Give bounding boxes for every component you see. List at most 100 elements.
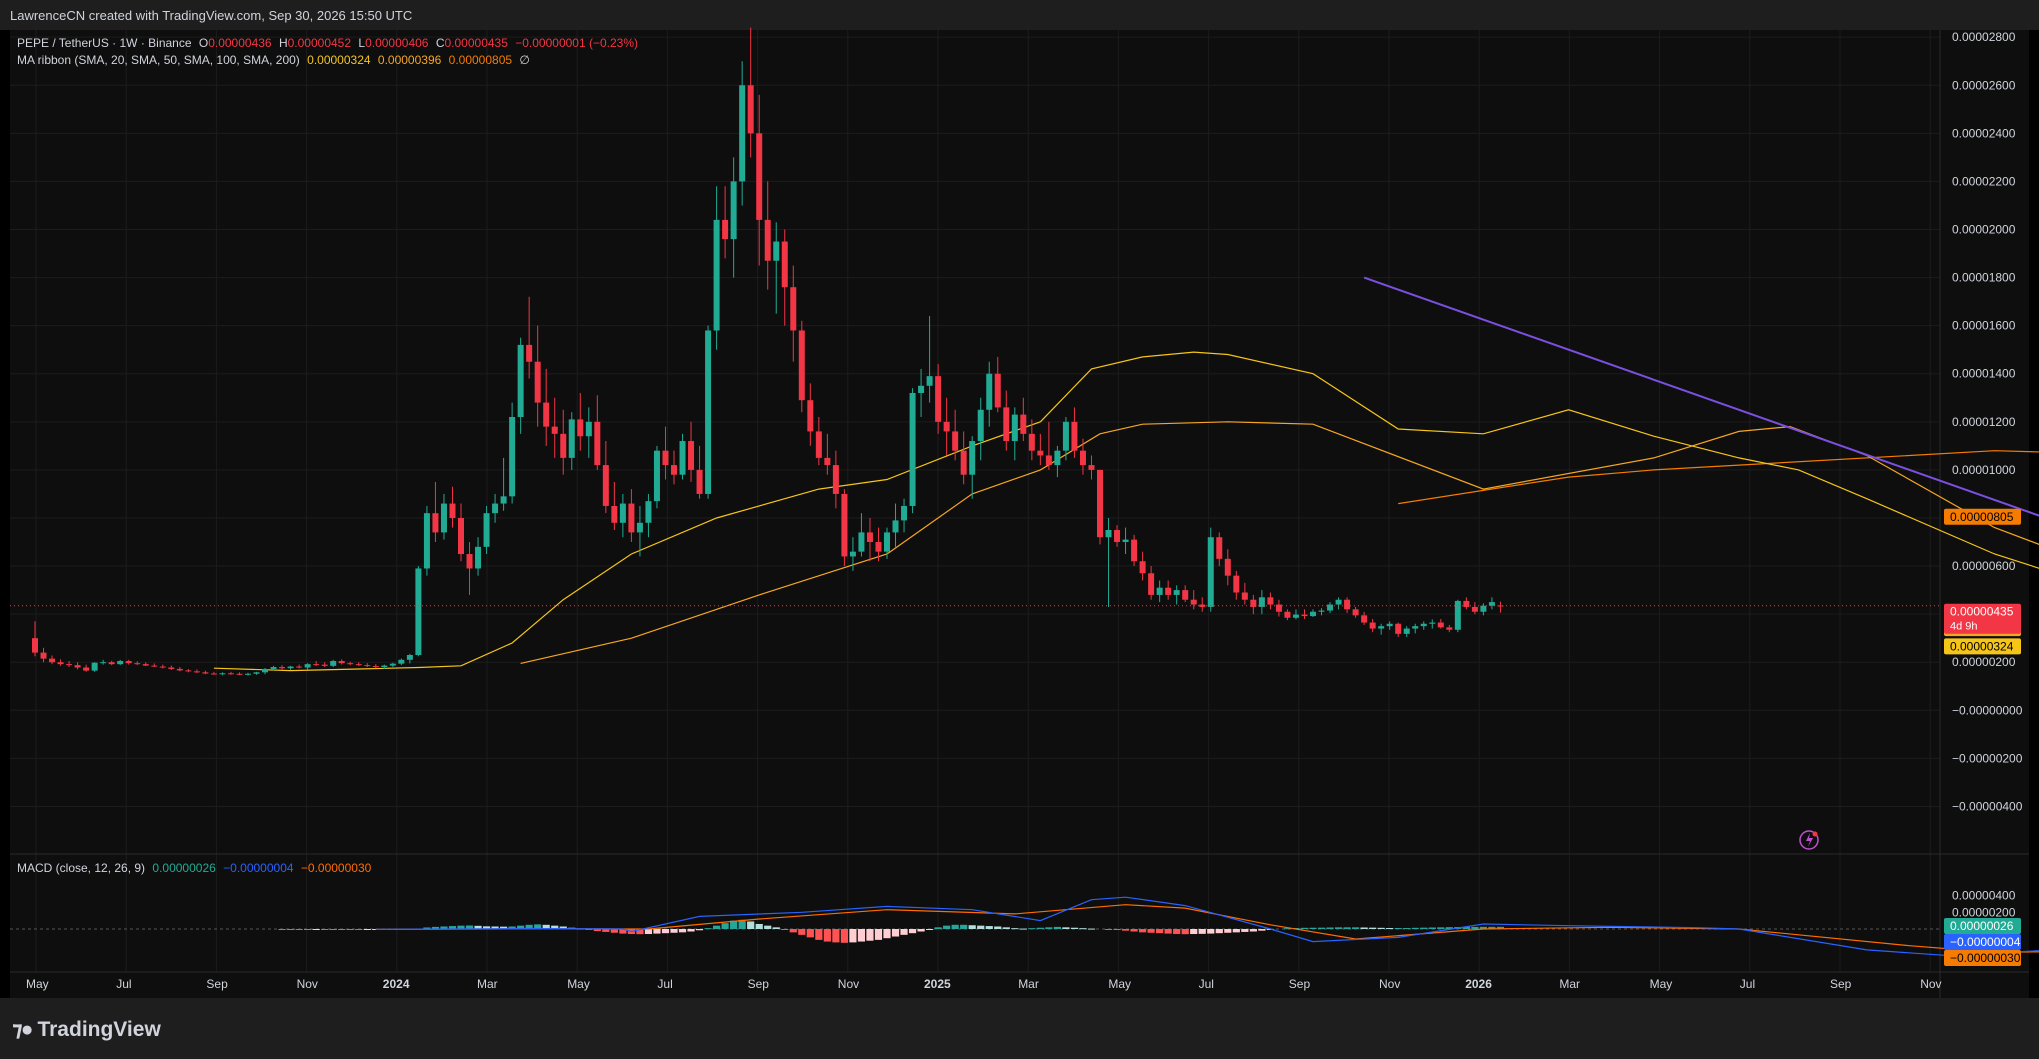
macd-histogram-bar: [1496, 926, 1505, 929]
open-label: O: [198, 36, 209, 50]
candle-body: [466, 554, 473, 569]
ma2-value: 0.00000396: [377, 53, 442, 67]
tradingview-logo[interactable]: ⁊● TradingView: [12, 1017, 161, 1042]
candle-body: [1088, 465, 1095, 470]
macd-histogram-bar: [747, 921, 755, 929]
candle-body: [1335, 599, 1342, 605]
macd-histogram-bar: [585, 929, 593, 930]
candle-body: [1463, 600, 1470, 607]
candle-body: [679, 441, 686, 475]
ma-100-line: [1398, 450, 2039, 505]
candle-body: [773, 241, 780, 261]
candle-body: [458, 517, 464, 555]
candle-body: [159, 666, 166, 668]
macd-histogram-bar: [985, 926, 993, 929]
macd-histogram-bar: [994, 926, 1002, 929]
candle-body: [185, 670, 192, 672]
ma-50-line: [520, 421, 2039, 664]
ma-legend[interactable]: MA ribbon (SMA, 20, SMA, 50, SMA, 100, S…: [17, 53, 534, 67]
price-tick-label: 0.00002400: [1952, 126, 2016, 140]
open-value: 0.00000436: [208, 36, 272, 50]
candle-body: [1028, 433, 1035, 451]
grid-lines: [10, 30, 1940, 972]
candle-body: [662, 450, 669, 466]
macd-histogram-bar: [457, 925, 465, 929]
macd-histogram-bar: [1462, 926, 1470, 929]
macd-histogram-bar: [1437, 927, 1445, 929]
candle-body: [841, 493, 848, 557]
candle-body: [1131, 539, 1138, 562]
macd-histogram-bar: [431, 926, 440, 929]
macd-histogram-bar: [304, 929, 312, 930]
candle-body: [83, 667, 90, 671]
macd-badge-hist: 0.00000026: [1950, 919, 2014, 933]
candle-body: [1352, 609, 1359, 616]
macd-histogram-bar: [721, 923, 729, 929]
candle-body: [543, 402, 550, 427]
trendline: [1363, 276, 2039, 517]
candle-body: [1403, 628, 1410, 634]
time-tick-label: May: [1108, 977, 1131, 991]
macd-histogram-bar: [1386, 927, 1394, 929]
macd-histogram-bar: [1147, 929, 1155, 933]
macd-histogram-bar: [534, 924, 542, 929]
candle-body: [628, 503, 635, 533]
time-tick-label: Jul: [116, 977, 131, 991]
macd-histogram-bar: [823, 929, 831, 942]
macd-title: MACD (close, 12, 26, 9): [17, 861, 146, 875]
candle-body: [739, 85, 746, 182]
macd-histogram-bar: [687, 929, 695, 932]
macd-histogram-bar: [346, 929, 354, 930]
macd-histogram-bar: [1198, 929, 1206, 934]
macd-histogram-bar: [1156, 929, 1164, 934]
macd-histogram-bar: [968, 925, 976, 929]
macd-histogram-bar: [295, 929, 303, 930]
candle-body: [534, 361, 541, 403]
chart-panel[interactable]: [10, 30, 2029, 998]
alert-icon[interactable]: [1799, 830, 1819, 850]
candle-body: [568, 419, 575, 458]
candle-body: [193, 671, 200, 673]
candle-body: [100, 662, 107, 664]
macd-histogram-bar: [730, 920, 738, 929]
macd-histogram-bar: [849, 929, 857, 943]
time-tick-label: Sep: [206, 977, 228, 991]
high-value: 0.00000452: [287, 36, 352, 50]
candle-body: [551, 426, 558, 434]
macd-histogram-bar: [1309, 927, 1317, 929]
macd-histogram-bar: [593, 929, 601, 932]
macd-histogram-bar: [1300, 927, 1309, 929]
candle-body: [338, 661, 345, 664]
macd-histogram-bar: [1471, 926, 1479, 929]
macd-histogram-bar: [1087, 928, 1096, 930]
candle-body: [1011, 414, 1018, 442]
macd-histogram-bar: [738, 919, 746, 929]
time-tick-label: Mar: [1018, 977, 1039, 991]
candle-body: [1386, 623, 1393, 627]
candle-body: [91, 662, 98, 671]
close-value: 0.00000435: [444, 36, 508, 50]
macd-histogram-bar: [1352, 927, 1360, 929]
price-badge-ma20-bg: [1944, 638, 2021, 655]
macd-legend[interactable]: MACD (close, 12, 26, 9) 0.00000026 −0.00…: [17, 861, 375, 875]
macd-histogram-bar: [551, 925, 559, 929]
macd-histogram-bar: [1113, 929, 1121, 930]
price-tick-label: 0.00002000: [1952, 223, 2016, 237]
candle-body: [653, 450, 660, 502]
candle-body: [1062, 421, 1069, 451]
macd-hist-value: 0.00000026: [152, 861, 216, 875]
time-tick-label: May: [567, 977, 590, 991]
candle-body: [219, 673, 226, 675]
candle-body: [1173, 590, 1180, 595]
symbol-legend[interactable]: PEPE / TetherUS · 1W · Binance O0.000004…: [17, 36, 642, 50]
macd-histogram-bar: [1139, 929, 1147, 933]
candle-body: [1105, 530, 1112, 538]
candle-body: [270, 667, 277, 669]
candle-body: [645, 501, 652, 523]
candle-body: [602, 465, 609, 506]
candle-body: [1216, 537, 1223, 559]
pane-separator: [10, 30, 2029, 998]
macd-histogram-bar: [1070, 927, 1079, 929]
macd-histogram-bar: [1207, 929, 1215, 934]
